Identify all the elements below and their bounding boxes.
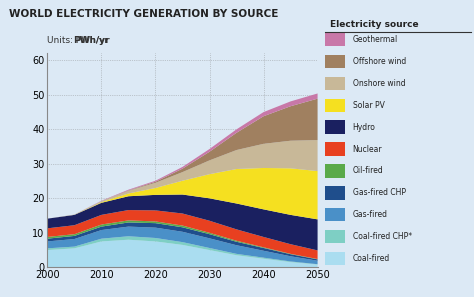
FancyBboxPatch shape (325, 121, 345, 134)
Text: Hydro: Hydro (353, 123, 375, 132)
Text: PWh/yr: PWh/yr (73, 36, 110, 45)
Text: Gas-fired CHP: Gas-fired CHP (353, 188, 406, 198)
Text: Coal-fired: Coal-fired (353, 254, 390, 263)
Text: Gas-fired: Gas-fired (353, 210, 388, 219)
FancyBboxPatch shape (325, 208, 345, 222)
FancyBboxPatch shape (325, 252, 345, 265)
FancyBboxPatch shape (325, 186, 345, 200)
Text: Onshore wind: Onshore wind (353, 79, 405, 88)
FancyBboxPatch shape (325, 142, 345, 156)
Text: Oil-fired: Oil-fired (353, 166, 383, 176)
FancyBboxPatch shape (325, 99, 345, 112)
Text: Solar PV: Solar PV (353, 101, 384, 110)
Text: Nuclear: Nuclear (353, 145, 383, 154)
FancyBboxPatch shape (325, 230, 345, 243)
Text: Geothermal: Geothermal (353, 35, 398, 44)
FancyBboxPatch shape (325, 77, 345, 90)
FancyBboxPatch shape (325, 55, 345, 68)
Text: Coal-fired CHP*: Coal-fired CHP* (353, 232, 412, 241)
Text: Offshore wind: Offshore wind (353, 57, 406, 66)
FancyBboxPatch shape (325, 164, 345, 178)
Text: Electricity source: Electricity source (330, 20, 419, 29)
Text: WORLD ELECTRICITY GENERATION BY SOURCE: WORLD ELECTRICITY GENERATION BY SOURCE (9, 9, 279, 19)
Text: Units: PWh/yr: Units: PWh/yr (47, 36, 109, 45)
FancyBboxPatch shape (325, 33, 345, 46)
